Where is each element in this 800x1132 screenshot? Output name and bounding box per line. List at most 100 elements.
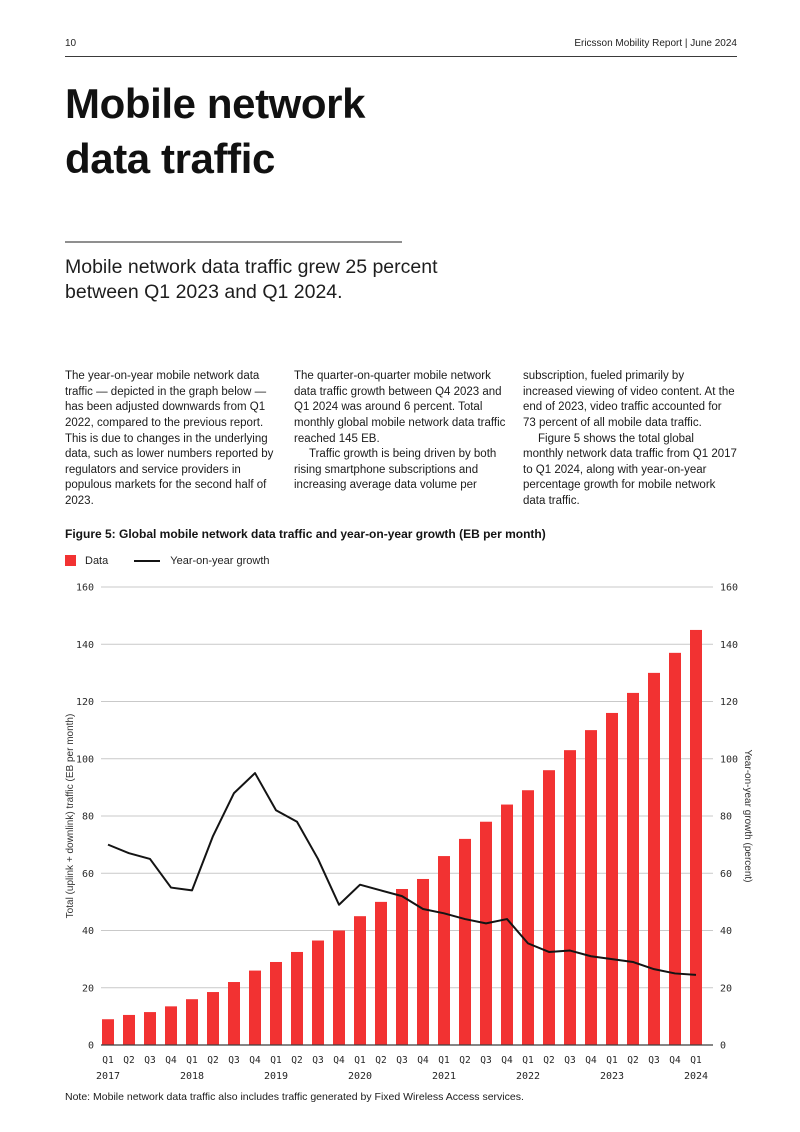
year-label: 2020	[348, 1071, 372, 1082]
quarter-label: Q1	[522, 1055, 534, 1066]
quarter-label: Q4	[249, 1055, 261, 1066]
left-tick-label: 40	[82, 926, 94, 937]
quarter-label: Q3	[564, 1055, 575, 1066]
quarter-label: Q4	[585, 1055, 597, 1066]
paragraph: The year-on-year mobile network data tra…	[65, 370, 274, 508]
page-title: Mobile network data traffic	[65, 77, 737, 186]
quarter-label: Q1	[186, 1055, 198, 1066]
traffic-bar	[312, 940, 324, 1045]
body-column-3: subscription, fueled primarily by increa…	[523, 369, 737, 510]
figure-legend: Data Year-on-year growth	[65, 555, 737, 567]
traffic-bar	[690, 629, 702, 1045]
traffic-bar	[648, 672, 660, 1045]
traffic-bar	[543, 769, 555, 1045]
year-label: 2018	[180, 1071, 204, 1082]
data-swatch-icon	[65, 555, 76, 567]
quarter-label: Q1	[102, 1055, 114, 1066]
left-tick-label: 140	[76, 639, 94, 650]
quarter-label: Q1	[606, 1055, 618, 1066]
paragraph: The quarter-on-quarter mobile network da…	[294, 370, 506, 445]
subtitle-rule	[65, 241, 402, 244]
chart-note: Note: Mobile network data traffic also i…	[65, 1090, 524, 1103]
traffic-bar	[501, 804, 513, 1045]
left-axis-title: Total (uplink + downlink) traffic (EB pe…	[65, 713, 76, 918]
header-title: Ericsson Mobility Report | June 2024	[574, 38, 737, 49]
body-column-1: The year-on-year mobile network data tra…	[65, 369, 279, 510]
quarter-label: Q1	[354, 1055, 366, 1066]
right-tick-label: 140	[720, 639, 738, 650]
quarter-label: Q2	[291, 1055, 302, 1066]
quarter-label: Q3	[228, 1055, 239, 1066]
quarter-label: Q2	[543, 1055, 554, 1066]
right-tick-label: 60	[720, 868, 732, 879]
year-label: 2022	[516, 1071, 540, 1082]
right-tick-label: 80	[720, 811, 732, 822]
quarter-label: Q3	[396, 1055, 407, 1066]
left-tick-label: 160	[76, 582, 94, 593]
quarter-label: Q3	[480, 1055, 491, 1066]
quarter-label: Q4	[669, 1055, 681, 1066]
traffic-bar	[270, 961, 282, 1045]
traffic-bar	[333, 930, 345, 1045]
quarter-label: Q2	[123, 1055, 134, 1066]
year-label: 2021	[432, 1071, 456, 1082]
quarter-label: Q3	[648, 1055, 659, 1066]
right-tick-label: 160	[720, 582, 738, 593]
page-title-line1: Mobile network	[65, 80, 366, 127]
traffic-bar	[459, 838, 471, 1045]
traffic-bar	[291, 951, 303, 1045]
traffic-bar	[228, 981, 240, 1045]
body-columns: The year-on-year mobile network data tra…	[65, 369, 737, 510]
left-tick-label: 80	[82, 811, 94, 822]
right-axis-title: Year-on-year growth (percent)	[742, 749, 753, 882]
body-column-2: The quarter-on-quarter mobile network da…	[294, 369, 508, 510]
quarter-label: Q3	[312, 1055, 323, 1066]
traffic-bar	[186, 998, 198, 1045]
quarter-label: Q2	[627, 1055, 638, 1066]
traffic-bar	[585, 729, 597, 1045]
traffic-bar	[627, 692, 639, 1045]
subtitle: Mobile network data traffic grew 25 perc…	[65, 256, 438, 304]
quarter-label: Q2	[207, 1055, 218, 1066]
page-number: 10	[65, 38, 77, 49]
traffic-bar	[438, 855, 450, 1045]
traffic-bar	[354, 915, 366, 1045]
left-tick-label: 20	[82, 983, 94, 994]
traffic-bar	[144, 1011, 156, 1045]
quarter-label: Q2	[459, 1055, 470, 1066]
left-tick-label: 100	[76, 754, 94, 765]
page-title-line2: data traffic	[65, 134, 275, 182]
traffic-bar	[249, 970, 261, 1045]
traffic-bar	[564, 749, 576, 1045]
right-tick-label: 20	[720, 983, 732, 994]
traffic-bar	[417, 878, 429, 1045]
traffic-bar	[669, 652, 681, 1045]
year-label: 2017	[96, 1071, 120, 1082]
quarter-label: Q4	[165, 1055, 177, 1066]
left-tick-label: 0	[88, 1040, 94, 1051]
traffic-bar	[165, 1006, 177, 1045]
legend-item-growth: Year-on-year growth	[170, 554, 270, 567]
right-tick-label: 40	[720, 926, 732, 937]
quarter-label: Q1	[270, 1055, 282, 1066]
traffic-bar	[522, 789, 534, 1045]
paragraph: Figure 5 shows the total global monthly …	[523, 432, 737, 508]
report-page: 10 Ericsson Mobility Report | June 2024 …	[65, 0, 753, 1103]
growth-line	[107, 771, 697, 976]
quarter-label: Q4	[501, 1055, 513, 1066]
page-header: 10 Ericsson Mobility Report | June 2024	[65, 0, 737, 57]
left-tick-label: 120	[76, 697, 94, 708]
paragraph: Traffic growth is being driven by both r…	[294, 448, 497, 492]
quarter-label: Q4	[417, 1055, 429, 1066]
right-tick-label: 100	[720, 754, 738, 765]
quarter-label: Q1	[438, 1055, 450, 1066]
right-tick-label: 120	[720, 697, 738, 708]
traffic-bar	[480, 821, 492, 1045]
growth-line-icon	[134, 559, 161, 562]
traffic-bar	[102, 1018, 114, 1045]
year-label: 2024	[684, 1071, 708, 1082]
figure-caption: Figure 5: Global mobile network data tra…	[65, 526, 546, 541]
quarter-label: Q3	[144, 1055, 155, 1066]
quarter-label: Q4	[333, 1055, 345, 1066]
